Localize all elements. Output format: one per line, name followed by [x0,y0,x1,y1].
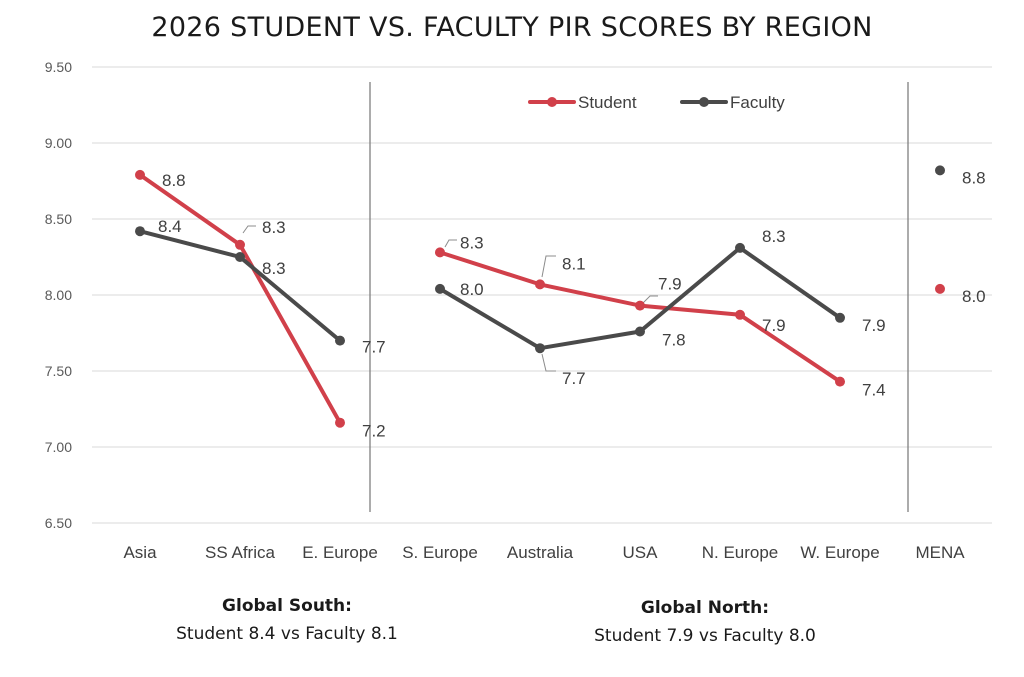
legend-marker-faculty [699,97,709,107]
legend: Student Faculty [528,93,785,112]
data-point-student [335,417,345,428]
data-label-student: 8.3 [262,218,286,237]
series-line-student [138,172,342,425]
x-tick-label: E. Europe [302,543,378,562]
x-tick-label: MENA [915,543,965,562]
x-tick-label: Asia [123,543,157,562]
data-point-faculty [335,335,345,346]
data-point-student [735,309,745,320]
x-axis-ticks: Asia SS Africa E. Europe S. Europe Australia… [123,543,965,562]
legend-marker-student [547,97,557,107]
data-point-faculty [435,283,445,294]
data-label-faculty: 7.9 [862,316,886,335]
gridlines [92,66,992,524]
data-labels: 8.8 8.3 7.2 8.3 8.1 7.9 7.9 7.4 8.0 8.4 8.3 7.7 8.0 7… [158,168,986,440]
data-point-faculty [735,242,745,253]
label-leader [541,255,556,278]
data-label-faculty: 8.3 [262,259,286,278]
legend-label-faculty: Faculty [730,93,785,112]
data-point-student [635,300,645,311]
series-points [135,165,945,428]
data-point-student [235,239,245,250]
x-tick-label: N. Europe [702,543,779,562]
data-point-student [135,169,145,180]
group-dividers [369,82,909,512]
data-point-faculty [135,226,145,237]
label-leader [642,295,658,304]
legend-label-student: Student [578,93,637,112]
y-tick-label: 7.50 [45,363,72,379]
data-label-faculty: 7.8 [662,331,686,350]
data-point-faculty [235,252,245,262]
y-tick-label: 9.00 [45,135,72,151]
data-point-faculty [535,343,545,354]
data-label-faculty: 8.4 [158,217,182,236]
global-north-heading: Global North: [640,598,770,618]
chart-title: 2026 STUDENT VS. FACULTY PIR SCORES BY R… [151,12,873,43]
data-label-student: 8.0 [962,287,986,306]
data-label-faculty: 8.8 [962,168,986,187]
data-label-faculty: 7.7 [362,338,386,357]
global-south-text: Student 8.4 vs Faculty 8.1 [176,624,398,644]
global-south-heading: Global South: [222,596,352,616]
data-label-student: 8.1 [562,254,586,273]
global-north-text: Student 7.9 vs Faculty 8.0 [594,626,816,646]
y-tick-label: 7.00 [45,439,72,455]
data-label-student: 7.9 [762,316,786,335]
data-label-student: 7.4 [862,381,886,400]
data-label-student: 7.2 [362,422,386,441]
global-north-note: Global North: Student 7.9 vs Faculty 8.0 [530,594,880,650]
label-leader [444,239,457,248]
y-tick-label: 8.00 [45,287,72,303]
label-leader [541,353,556,372]
data-label-student: 8.8 [162,171,186,190]
data-point-student [435,247,445,258]
data-label-faculty: 7.7 [562,369,586,388]
data-point-faculty [935,165,945,176]
x-tick-label: W. Europe [800,543,879,562]
data-point-faculty [835,312,845,323]
global-south-note: Global South: Student 8.4 vs Faculty 8.1 [112,592,462,648]
label-leaders [242,225,658,372]
data-point-faculty [635,326,645,337]
data-point-student [535,279,545,290]
x-tick-label: S. Europe [402,543,478,562]
label-leader [242,225,256,234]
series-lines [138,172,842,425]
y-tick-label: 9.50 [45,59,72,75]
y-tick-label: 6.50 [45,515,72,531]
data-label-student: 8.3 [460,233,484,252]
data-point-student [935,283,945,294]
x-tick-label: SS Africa [205,543,275,562]
data-point-student [835,376,845,387]
data-label-faculty: 8.0 [460,280,484,299]
x-tick-label: Australia [507,543,574,562]
data-label-student: 7.9 [658,275,682,294]
x-tick-label: USA [623,543,659,562]
data-label-faculty: 8.3 [762,227,786,246]
y-tick-label: 8.50 [45,211,72,227]
y-axis-ticks: 6.50 7.00 7.50 8.00 8.50 9.00 9.50 [45,59,72,531]
